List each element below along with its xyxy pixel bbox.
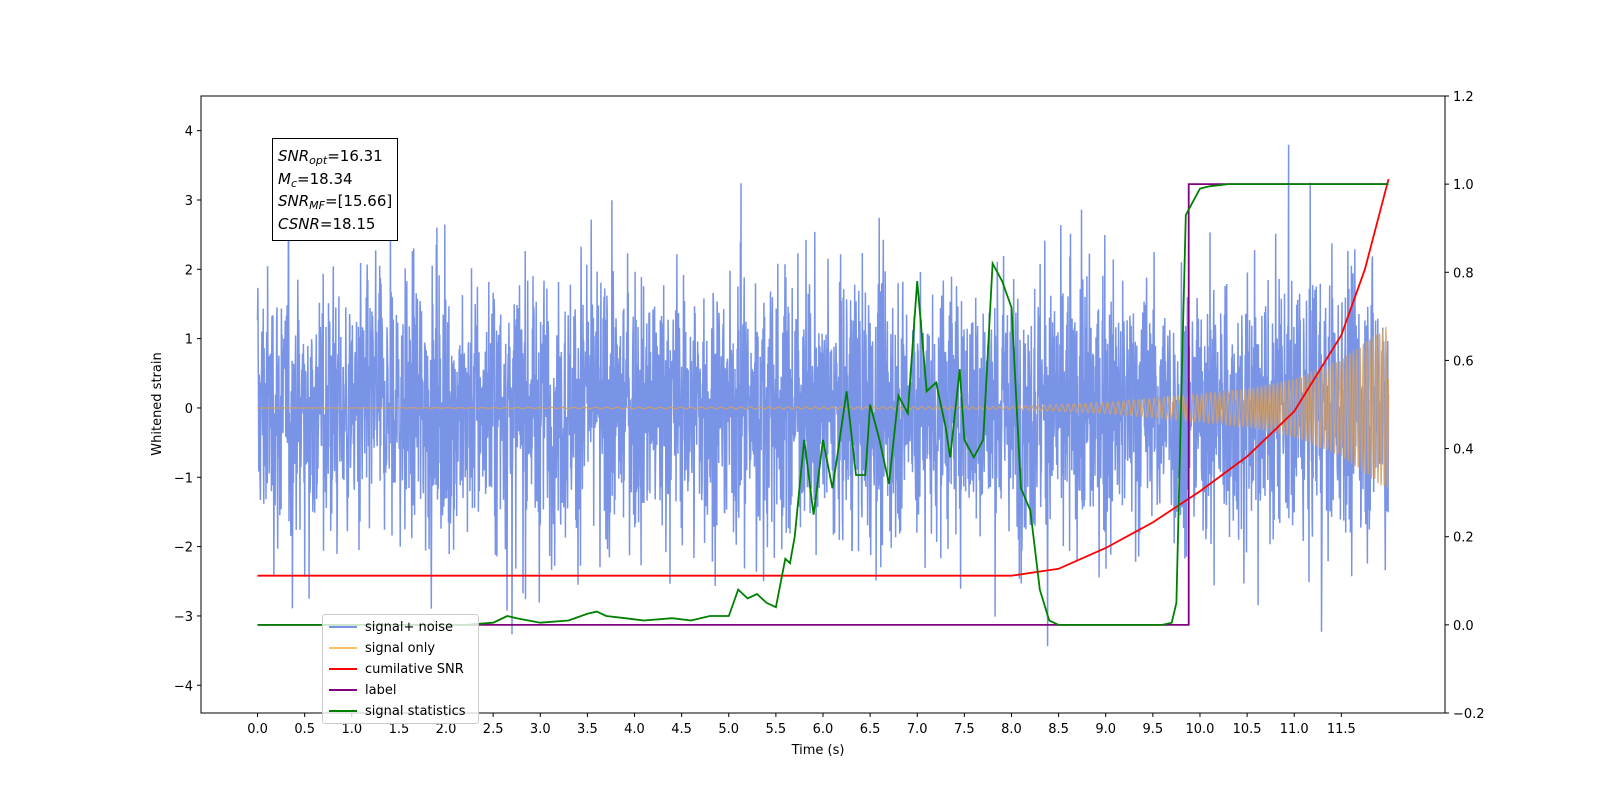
- legend-swatch: [329, 668, 357, 670]
- cumulative-snr-line: [257, 178, 1390, 577]
- x-tick-label: 4.0: [624, 722, 645, 737]
- y-tick-label: 4: [185, 125, 193, 140]
- x-tick-label: 5.0: [718, 722, 739, 737]
- legend-swatch: [329, 647, 357, 649]
- snr-opt-value: 16.31: [339, 147, 383, 165]
- x-tick-label: 2.5: [483, 722, 504, 737]
- x-tick-label: 8.5: [1048, 722, 1069, 737]
- y2-tick-label: 0.6: [1453, 354, 1474, 369]
- x-tick-label: 7.0: [907, 722, 928, 737]
- signal-only-line: [257, 326, 1390, 489]
- legend-label: signal statistics: [365, 703, 466, 719]
- legend-item-signal-statistics: signal statistics: [329, 701, 466, 721]
- snr-opt-line: SNRopt=16.31: [278, 147, 383, 167]
- x-tick-label: 9.5: [1143, 722, 1164, 737]
- snr-mf-line: SNRMF=[15.66]: [278, 192, 393, 212]
- y2-tick-label: −0.2: [1453, 707, 1485, 722]
- snr-mf-value: [15.66]: [337, 192, 393, 210]
- legend-item-cumulative-snr: cumilative SNR: [329, 659, 464, 679]
- y2-tick-label: 0.2: [1453, 531, 1474, 546]
- signal-noise-line: [256, 144, 1390, 647]
- x-tick-label: 0.0: [247, 722, 268, 737]
- x-axis-label: Time (s): [791, 743, 845, 758]
- y-axis-label: Whitened strain: [150, 352, 165, 455]
- legend-item-signal-noise: signal+ noise: [329, 617, 453, 637]
- series-signal-noise: [256, 144, 1390, 647]
- series-signal-only: [257, 326, 1390, 489]
- x-tick-label: 3.5: [577, 722, 598, 737]
- legend-swatch: [329, 689, 357, 691]
- legend-item-label: label: [329, 680, 396, 700]
- x-tick-label: 6.0: [813, 722, 834, 737]
- x-tick-label: 1.5: [389, 722, 410, 737]
- axis-ticks: 0.0 0.5 1.0 1.5 2.0 2.5 3.0 3.5 4.0 4.5 5.0 5.5 6.0 6…: [174, 90, 1485, 737]
- series-lines: [257, 178, 1390, 626]
- y2-tick-label: 0.0: [1453, 619, 1474, 634]
- x-tick-label: 11.0: [1280, 722, 1309, 737]
- x-tick-label: 9.0: [1095, 722, 1116, 737]
- x-tick-label: 5.5: [766, 722, 787, 737]
- y-tick-label: 0: [185, 402, 193, 417]
- x-tick-label: 11.5: [1327, 722, 1356, 737]
- x-tick-label: 0.5: [294, 722, 315, 737]
- x-tick-label: 10.0: [1185, 722, 1214, 737]
- y-tick-label: −4: [174, 679, 193, 694]
- legend: signal+ noise signal only cumilative SNR…: [322, 614, 479, 724]
- x-tick-label: 8.0: [1001, 722, 1022, 737]
- x-tick-label: 3.0: [530, 722, 551, 737]
- x-tick-label: 7.5: [954, 722, 975, 737]
- y2-tick-label: 1.2: [1453, 90, 1474, 105]
- mc-line: Mc=18.34: [278, 169, 353, 190]
- legend-label: signal only: [365, 640, 436, 656]
- x-tick-label: 2.0: [436, 722, 457, 737]
- legend-label: signal+ noise: [365, 619, 454, 635]
- stats-annotation-box: SNRopt=16.31 Mc=18.34 SNRMF=[15.66] CSNR…: [272, 138, 399, 241]
- y-tick-label: 2: [185, 263, 193, 278]
- y2-tick-label: 0.8: [1453, 266, 1474, 281]
- signal-statistics-line: [257, 183, 1389, 626]
- legend-label: label: [365, 682, 397, 698]
- y-tick-label: −2: [174, 541, 193, 556]
- x-tick-label: 6.5: [860, 722, 881, 737]
- x-tick-label: 1.0: [341, 722, 362, 737]
- x-tick-label: 4.5: [671, 722, 692, 737]
- legend-swatch: [329, 626, 357, 628]
- legend-label: cumilative SNR: [365, 661, 464, 677]
- mc-value: 18.34: [309, 169, 353, 188]
- y-tick-label: 3: [185, 194, 193, 209]
- x-tick-label: 10.5: [1233, 722, 1262, 737]
- y2-tick-label: 0.4: [1453, 443, 1474, 458]
- y-tick-label: −3: [174, 610, 193, 625]
- legend-item-signal-only: signal only: [329, 638, 435, 658]
- y-tick-label: 1: [185, 333, 193, 348]
- csnr-line: CSNR=18.15: [278, 214, 376, 233]
- y-tick-label: −1: [174, 471, 193, 486]
- y2-tick-label: 1.0: [1453, 178, 1474, 193]
- csnr-value: 18.15: [332, 214, 376, 233]
- legend-swatch: [329, 710, 357, 712]
